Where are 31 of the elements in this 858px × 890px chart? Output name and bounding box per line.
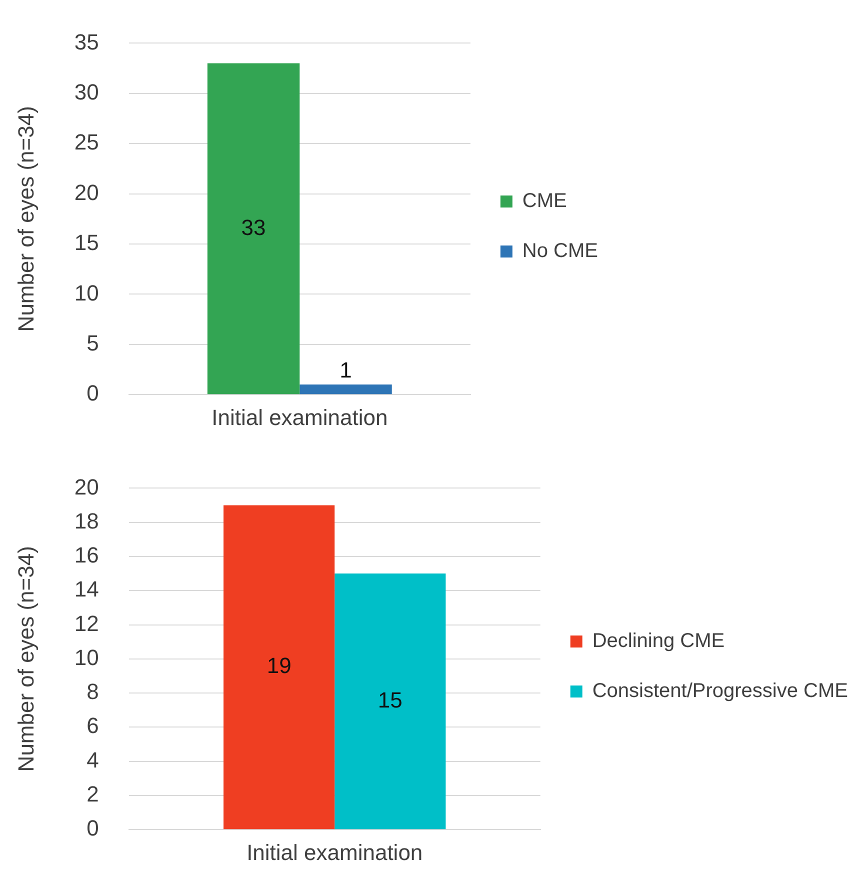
y-tick-label: 18 (74, 508, 99, 534)
y-tick-label: 15 (74, 230, 99, 256)
legend-label: CME (522, 190, 567, 212)
y-tick-label: 25 (74, 130, 99, 155)
y-axis-title: Number of eyes (n=34) (13, 546, 38, 772)
y-tick-label: 2 (86, 782, 99, 807)
y-tick-label: 20 (74, 474, 99, 500)
y-tick-label: 10 (74, 280, 99, 306)
y-tick-label: 10 (74, 644, 99, 670)
y-tick-label: 4 (86, 747, 99, 772)
data-label: 33 (241, 214, 266, 240)
y-tick-label: 14 (74, 576, 99, 602)
x-tick-label: Initial examination (212, 404, 388, 430)
y-tick-label: 30 (74, 79, 99, 104)
y-tick-label: 12 (74, 610, 99, 636)
data-label: 19 (266, 653, 292, 678)
legend-label: Declining CME (592, 630, 725, 652)
legend-label: Consistent/Progressive CME (592, 680, 848, 702)
y-tick-label: 5 (86, 330, 99, 356)
y-tick-label: 0 (86, 816, 99, 841)
y-tick-label: 16 (74, 542, 99, 568)
y-axis-title: Number of eyes (n=34) (13, 106, 38, 332)
x-tick-label: Initial examination (246, 840, 423, 865)
legend-label: No CME (522, 240, 598, 262)
y-tick-label: 6 (86, 713, 99, 738)
y-tick-label: 8 (86, 679, 99, 704)
data-label: 1 (340, 358, 352, 383)
y-tick-label: 0 (86, 380, 99, 406)
y-tick-label: 35 (74, 29, 99, 54)
data-label: 15 (378, 687, 402, 712)
y-tick-label: 20 (74, 180, 99, 205)
